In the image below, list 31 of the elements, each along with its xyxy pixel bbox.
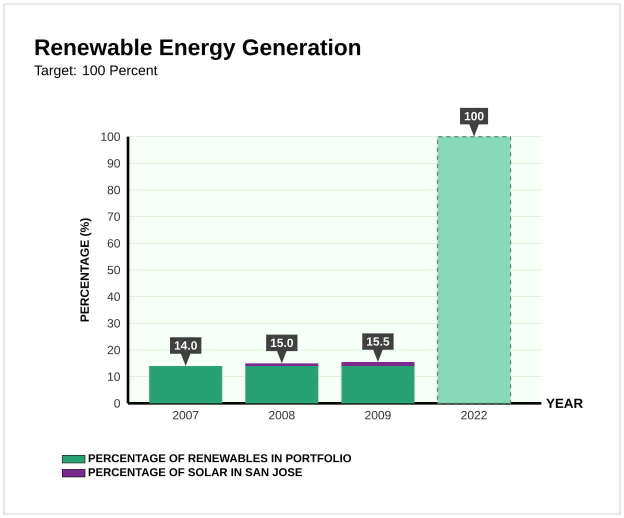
y-tick-label: 100 [101,132,120,141]
y-tick-label: 50 [108,266,120,274]
total-label: 100 [464,112,484,120]
chart-title: Renewable Energy Generation [36,38,360,60]
chart-subtitle: Target: 100 Percent [34,65,158,78]
x-tick-label: 2008 [269,410,295,420]
x-axis-title: YEAR [546,398,583,408]
y-tick-label: 20 [108,346,120,354]
x-tick-label: 2007 [172,410,198,420]
y-tick-label: 10 [108,372,120,381]
bar [341,362,414,366]
y-tick-label: 90 [108,159,120,168]
bar [245,363,318,366]
y-tick-label: 70 [108,212,120,221]
y-tick-label: 30 [108,319,120,328]
y-tick-label: 0 [114,399,120,408]
bar [341,366,414,404]
total-label: 15.0 [270,338,293,348]
y-tick-label: 40 [107,292,120,301]
y-axis-title: PERCENTAGE (%) [80,218,92,322]
legend-label: PERCENTAGE OF SOLAR IN SAN JOSE [88,468,302,476]
bar [436,136,512,404]
bar [245,366,318,404]
x-tick-label: 2009 [365,410,391,420]
total-label: 14.0 [174,341,197,350]
x-tick-label: 2022 [461,410,487,420]
bar [149,366,222,404]
legend-label: PERCENTAGE OF RENEWABLES IN PORTFOLIO [88,454,352,462]
y-tick-label: 80 [108,186,120,194]
total-label: 15.5 [367,337,390,346]
y-tick-label: 60 [108,239,120,248]
